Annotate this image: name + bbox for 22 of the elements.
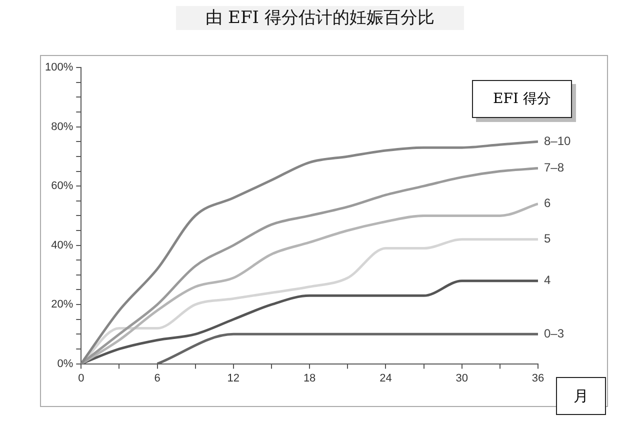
y-tick-label: 40% — [51, 239, 74, 252]
x-axis-title: 月 — [556, 377, 606, 415]
x-tick-label: 12 — [227, 372, 240, 384]
y-tick-label: 20% — [51, 298, 74, 311]
x-tick-label: 24 — [380, 372, 392, 384]
x-tick-label: 30 — [456, 372, 468, 384]
chart-title: 由 EFI 得分估计的妊娠百分比 — [176, 6, 464, 30]
y-tick-label: 100% — [44, 62, 74, 74]
series-label: 8–10 — [544, 134, 572, 148]
y-tick-label: 0% — [57, 358, 74, 370]
y-tick-label: 80% — [51, 120, 74, 133]
series-label: 4 — [544, 273, 551, 288]
x-tick-label: 0 — [78, 372, 84, 384]
series-label: 6 — [544, 196, 551, 210]
series-label: 0–3 — [544, 326, 564, 340]
x-tick-label: 6 — [154, 372, 160, 384]
x-tick-label: 36 — [532, 372, 544, 384]
x-tick-label: 18 — [303, 372, 316, 384]
series-label: 5 — [544, 232, 551, 246]
series-label: 7–8 — [544, 160, 564, 175]
y-tick-label: 60% — [51, 180, 74, 192]
legend-title: EFI 得分 — [472, 80, 572, 118]
